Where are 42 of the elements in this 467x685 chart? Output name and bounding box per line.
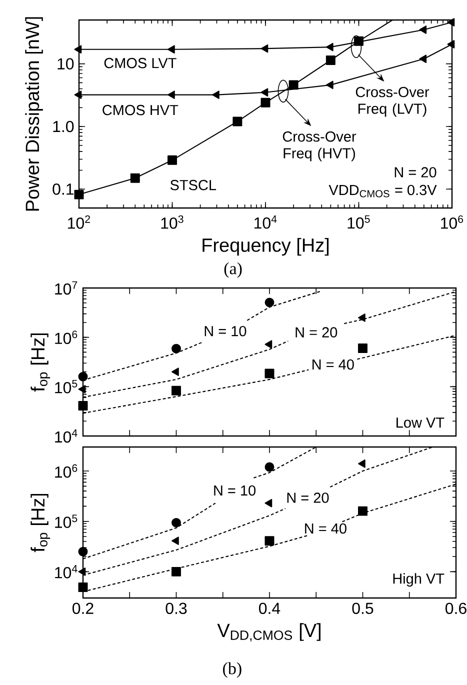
text: (b)	[223, 662, 242, 678]
x-tick-label: 0.6	[445, 602, 466, 614]
annotation: N = 20	[394, 167, 436, 178]
x-tick-label: 0.3	[166, 602, 187, 614]
annotation: CMOS HVT	[102, 104, 178, 116]
annotation: VDD$_{CMOS}$ = 0.3V	[328, 184, 437, 198]
y-axis-title: Power Dissipation [nW]	[25, 17, 43, 211]
y-tick-label: 10$^{5}$	[55, 380, 78, 394]
x-tick-label: 10$^{5}$	[348, 215, 370, 229]
y-tick-label: 10$^{6}$	[55, 464, 78, 478]
series-label: N = 40	[312, 359, 354, 370]
y-tick-label: 10$^{7}$	[55, 281, 78, 295]
text: (a)	[224, 262, 242, 278]
x-axis-title: Frequency [Hz]	[202, 238, 329, 256]
y-tick-label: 10$^{6}$	[55, 330, 78, 344]
y-tick-label: 10$^{4}$	[55, 565, 78, 578]
annotation: CMOS LVT	[104, 58, 176, 68]
x-tick-label: 10$^{2}$	[68, 215, 90, 229]
series-label: N = 10	[214, 485, 256, 496]
annotation: Cross-Over Freq (HVT)	[282, 131, 356, 162]
annotation: Cross-Over Freq (LVT)	[356, 86, 430, 117]
series-label: N = 20	[296, 327, 338, 338]
x-tick-label: 0.4	[259, 602, 280, 614]
series-label: N = 10	[204, 326, 246, 336]
y-axis-title: f$_{op}$ [Hz]	[30, 494, 50, 552]
x-tick-label: 10$^{3}$	[161, 215, 184, 229]
series-label: N = 20	[287, 492, 329, 503]
y-tick-label: 10	[58, 58, 74, 70]
x-tick-label: 10$^{4}$	[254, 215, 277, 229]
y-tick-label: 10$^{4}$	[55, 429, 78, 443]
series-label: N = 40	[305, 523, 346, 534]
y-tick-label: 1.0	[53, 120, 74, 132]
x-tick-label: 0.2	[72, 602, 94, 614]
y-tick-label: 10$^{5}$	[55, 514, 78, 528]
annotation: High VT	[393, 573, 444, 587]
annotation: Low VT	[396, 418, 444, 428]
y-tick-label: 0.1	[52, 183, 74, 195]
x-axis-title: V$_{DD,CMOS}$ [V]	[217, 623, 320, 642]
annotation: STSCL	[170, 180, 216, 190]
y-axis-title: f$_{op}$ [Hz]	[30, 333, 50, 392]
x-tick-label: 0.5	[352, 602, 374, 614]
x-tick-label: 10$^{6}$	[441, 215, 464, 229]
